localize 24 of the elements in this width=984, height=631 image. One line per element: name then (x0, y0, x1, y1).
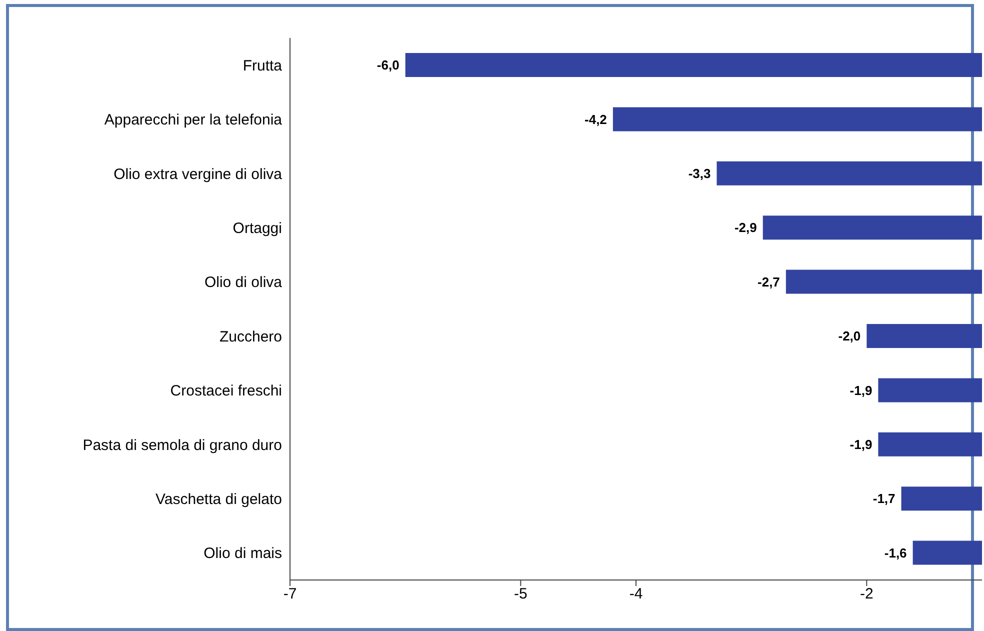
x-tick-label: -5 (514, 586, 528, 603)
data-label: -1,9 (850, 436, 872, 452)
x-tick-label: -2 (860, 586, 874, 603)
y-tick-label: Pasta di semola di grano duro (82, 436, 282, 454)
data-label: -2,0 (838, 328, 861, 344)
y-tick-label: Olio extra vergine di oliva (114, 166, 283, 183)
data-label: -1,7 (872, 491, 896, 506)
data-label: -2,7 (758, 274, 780, 290)
y-tick-label: Frutta (242, 57, 283, 74)
x-tick-label: -7 (283, 586, 297, 603)
data-label: -2,9 (734, 220, 757, 236)
data-label: -6,0 (376, 58, 400, 73)
y-tick-label: Vaschetta di gelato (156, 491, 282, 508)
data-label: -4,2 (584, 112, 607, 127)
y-tick-label: Ortaggi (232, 220, 282, 238)
data-label: -1,9 (850, 382, 872, 398)
data-label: -1,6 (884, 545, 907, 560)
y-tick-label: Olio di mais (204, 545, 282, 562)
y-tick-label: Apparecchi per la telefonia (104, 112, 283, 129)
y-tick-label: Zucchero (219, 328, 282, 346)
y-tick-label: Crostacei freschi (170, 382, 282, 400)
x-tick-label: -4 (629, 586, 643, 603)
data-label: -3,3 (688, 166, 711, 181)
y-tick-label: Olio di oliva (204, 274, 283, 292)
